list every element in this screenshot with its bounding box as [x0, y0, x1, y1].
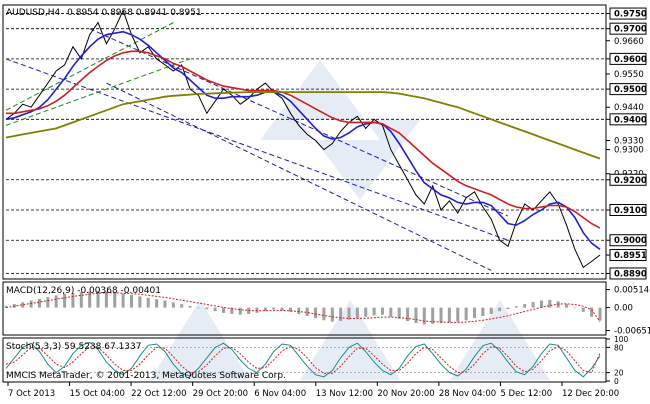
- ohlc-values: 0.8954 0.8958 0.8941 0.8951: [67, 8, 202, 18]
- macd-tick-label: 0.00: [614, 304, 633, 314]
- time-axis-label: 13 Nov 12:00: [316, 389, 373, 399]
- copyright-text: MMCIS MetaTrader, © 2001-2013, MetaQuote…: [6, 371, 286, 381]
- macd-histogram-bar: [389, 308, 392, 317]
- price-tick-label: 0.9400: [614, 115, 647, 125]
- time-axis-label: 7 Oct 2013: [8, 389, 55, 399]
- macd-histogram-bar: [481, 308, 484, 316]
- macd-histogram-bar: [205, 308, 208, 310]
- price-tick-label: 0.9660: [614, 37, 644, 47]
- price-tick-label: 0.9550: [614, 70, 644, 80]
- time-axis-label: 6 Nov 04:00: [254, 389, 306, 399]
- macd-histogram-bar: [506, 308, 509, 309]
- macd-histogram-bar: [498, 308, 501, 312]
- macd-histogram-bar: [381, 308, 384, 315]
- macd-histogram-bar: [322, 308, 325, 321]
- macd-histogram-bar: [448, 308, 451, 323]
- macd-histogram-bar: [590, 308, 593, 317]
- macd-histogram-bar: [138, 296, 141, 307]
- macd-histogram-bar: [272, 308, 275, 310]
- price-tick-label: 0.9700: [614, 25, 647, 35]
- stoch-tick-label: 80: [614, 343, 624, 352]
- macd-histogram-bar: [155, 299, 158, 307]
- macd-histogram-bar: [532, 302, 535, 308]
- macd-histogram-bar: [599, 308, 602, 321]
- macd-histogram-bar: [548, 300, 551, 308]
- macd-histogram-bar: [440, 308, 443, 323]
- macd-title: MACD(12,26,9) -0.00368 -0.00401: [6, 286, 161, 296]
- macd-histogram-bar: [222, 308, 225, 313]
- macd-histogram-bar: [197, 308, 200, 309]
- macd-histogram-bar: [239, 308, 242, 315]
- price-tick-label: 0.9000: [614, 236, 647, 246]
- price-tick-label: 0.9200: [614, 176, 647, 186]
- macd-histogram-bar: [147, 298, 150, 308]
- stoch-title: Stoch(5,3,3) 59.5238 67.1337: [6, 342, 141, 352]
- macd-histogram-bar: [523, 304, 526, 308]
- macd-histogram-bar: [214, 308, 217, 312]
- price-tick-label: 0.9750: [614, 10, 647, 20]
- macd-histogram-bar: [180, 304, 183, 308]
- macd-histogram-bar: [406, 308, 409, 321]
- macd-histogram-bar: [172, 302, 175, 307]
- macd-tick-label: 0.00514: [614, 286, 649, 296]
- macd-histogram-bar: [55, 295, 58, 307]
- macd-histogram-bar: [189, 306, 192, 308]
- price-tick-label: 0.9600: [614, 55, 647, 65]
- macd-histogram-bar: [540, 301, 543, 308]
- macd-histogram-bar: [373, 308, 376, 316]
- price-tick-label: 0.8951: [614, 251, 647, 261]
- macd-histogram-bar: [423, 308, 426, 325]
- macd-histogram-bar: [339, 308, 342, 321]
- time-axis-label: 29 Oct 20:00: [193, 389, 248, 399]
- macd-histogram-bar: [348, 308, 351, 320]
- macd-histogram-bar: [582, 308, 585, 312]
- macd-histogram-bar: [356, 308, 359, 319]
- macd-histogram-bar: [314, 308, 317, 319]
- macd-histogram-bar: [414, 308, 417, 323]
- macd-histogram-bar: [130, 295, 133, 308]
- symbol-label: AUDUSD,H4: [6, 8, 61, 18]
- macd-histogram-bar: [46, 297, 49, 308]
- price-tick-label: 0.9100: [614, 206, 647, 216]
- macd-histogram-bar: [331, 308, 334, 322]
- macd-histogram-bar: [297, 308, 300, 314]
- macd-histogram-bar: [163, 301, 166, 308]
- macd-histogram-bar: [306, 308, 309, 316]
- price-tick-label: 0.9440: [614, 103, 644, 113]
- macd-histogram-bar: [490, 308, 493, 314]
- chart-header: AUDUSD,H4 0.8954 0.8958 0.8941 0.8951: [6, 8, 202, 18]
- price-tick-label: 0.9300: [614, 146, 644, 156]
- macd-histogram-bar: [473, 308, 476, 319]
- macd-histogram-bar: [38, 299, 41, 308]
- macd-histogram-bar: [30, 301, 33, 308]
- time-axis-label: 12 Dec 20:00: [562, 389, 619, 399]
- macd-histogram-bar: [364, 308, 367, 317]
- macd-histogram-bar: [465, 308, 468, 321]
- price-tick-label: 0.8890: [614, 269, 647, 279]
- stoch-tick-label: 0: [614, 377, 619, 386]
- macd-histogram-bar: [573, 308, 576, 309]
- time-axis-label: 22 Oct 12:00: [131, 389, 186, 399]
- time-axis-label: 5 Dec 12:00: [500, 389, 552, 399]
- macd-histogram-bar: [565, 304, 568, 308]
- price-tick-label: 0.9500: [614, 85, 647, 95]
- time-axis-label: 28 Nov 04:00: [439, 389, 496, 399]
- macd-histogram-bar: [515, 306, 518, 307]
- macd-histogram-bar: [456, 308, 459, 322]
- time-axis-label: 15 Oct 04:00: [70, 389, 125, 399]
- time-axis-label: 20 Nov 20:00: [377, 389, 434, 399]
